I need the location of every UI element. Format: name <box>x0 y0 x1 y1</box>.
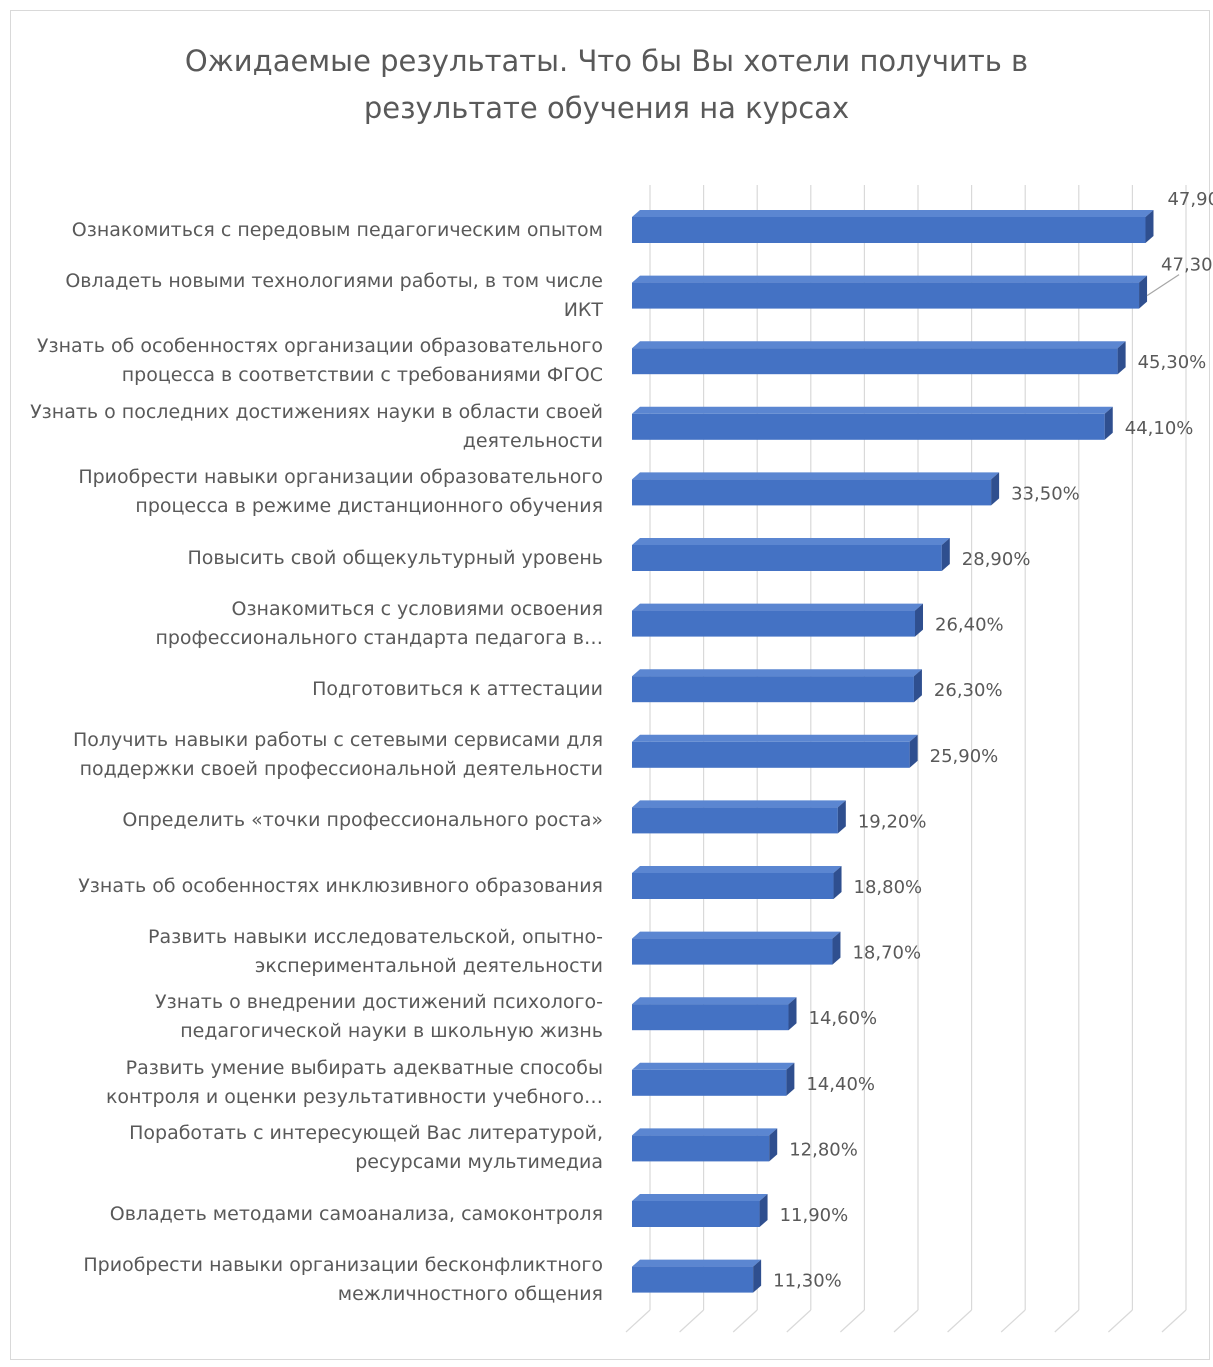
category-label: Узнать о внедрении достижений психолого-… <box>3 983 603 1051</box>
category-label-line: поддержки своей профессиональной деятель… <box>79 757 603 780</box>
bar <box>632 406 1113 440</box>
category-label-line: Приобрести навыки организации образовате… <box>78 466 603 489</box>
data-label: 33,50% <box>1011 483 1080 504</box>
leader-line <box>1146 274 1180 297</box>
category-label-line: процесса в соответствии с требованиями Ф… <box>121 364 603 387</box>
bar <box>632 210 1154 243</box>
category-label: Получить навыки работы с сетевыми сервис… <box>3 721 603 789</box>
category-label-line: Поработать с интересующей Вас литературо… <box>129 1122 603 1145</box>
gridline-floor <box>786 1309 812 1333</box>
category-label-line: Приобрести навыки организации бесконфлик… <box>83 1253 603 1276</box>
category-label: Определить «точки профессионального рост… <box>3 786 603 854</box>
bar <box>632 275 1148 309</box>
category-label-line: педагогической науки в школьную жизнь <box>180 1020 603 1043</box>
category-label-line: Овладеть методами самоанализа, самоконтр… <box>109 1202 603 1225</box>
category-label-line: контроля и оценки результативности учебн… <box>105 1085 603 1108</box>
bar <box>632 866 842 899</box>
gridline-floor <box>679 1309 705 1333</box>
category-label-line: Получить навыки работы с сетевыми сервис… <box>72 728 603 751</box>
data-label: 18,70% <box>852 943 921 964</box>
data-label: 12,80% <box>789 1139 858 1160</box>
data-label: 28,90% <box>962 549 1031 570</box>
gridline-floor <box>1107 1309 1133 1333</box>
bar <box>632 538 950 571</box>
category-label-line: Овладеть новыми технологиями работы, в т… <box>65 269 603 292</box>
data-label: 47,30% <box>1161 255 1213 276</box>
data-label: 11,30% <box>773 1271 842 1292</box>
gridline-floor <box>732 1309 758 1333</box>
category-label-line: Узнать о внедрении достижений психолого- <box>155 991 603 1014</box>
category-label: Овладеть новыми технологиями работы, в т… <box>3 262 603 330</box>
data-label: 25,90% <box>930 746 999 767</box>
category-label: Узнать об особенностях организации образ… <box>3 327 603 395</box>
bar <box>632 1259 762 1293</box>
category-label: Развить умение выбирать адекватные спосо… <box>3 1049 603 1117</box>
data-label: 18,80% <box>854 877 923 898</box>
data-label: 47,90% <box>1167 189 1213 210</box>
bar <box>632 734 918 768</box>
data-label: 14,60% <box>809 1008 878 1029</box>
gridline-floor <box>839 1309 865 1333</box>
category-label-line: профессионального стандарта педагога в… <box>155 626 603 649</box>
gridline-floor <box>625 1309 651 1333</box>
category-label-line: Развить умение выбирать адекватные спосо… <box>125 1056 603 1079</box>
gridline-floor <box>1054 1309 1080 1333</box>
chart-title: Ожидаемые результаты. Что бы Вы хотели п… <box>0 38 1213 132</box>
category-label-line: ИКТ <box>563 298 603 321</box>
bar <box>632 1194 768 1227</box>
category-label-line: ресурсами мультимедиа <box>355 1151 603 1174</box>
category-label-line: Определить «точки профессионального рост… <box>122 808 603 831</box>
category-label-line: процесса в режиме дистанционного обучени… <box>135 495 603 518</box>
chart-title-line-1: Ожидаемые результаты. Что бы Вы хотели п… <box>184 44 1029 78</box>
bar <box>632 669 922 703</box>
category-label: Повысить свой общекультурный уровень <box>3 524 603 592</box>
bar <box>632 800 846 834</box>
category-label: Ознакомиться с условиями освоения професс… <box>3 590 603 658</box>
bar <box>632 341 1126 375</box>
category-label-line: Узнать об особенностях организации образ… <box>36 335 603 358</box>
chart-title-line-2: результате обучения на курсах <box>363 91 850 125</box>
category-label-line: экспериментальной деятельности <box>254 954 603 977</box>
bar <box>632 997 797 1031</box>
category-label: Ознакомиться с передовым педагогическим … <box>3 196 603 264</box>
category-label: Приобрести навыки организации бесконфлик… <box>3 1246 603 1314</box>
category-label-line: Ознакомиться с передовым педагогическим … <box>71 218 603 241</box>
data-label: 26,30% <box>934 680 1003 701</box>
bar <box>632 472 1000 506</box>
category-label: Узнать об особенностях инклюзивного обра… <box>3 852 603 920</box>
gridline-floor <box>947 1309 973 1333</box>
data-label: 19,20% <box>858 811 927 832</box>
category-label: Узнать о последних достижениях науки в о… <box>3 393 603 461</box>
data-label: 26,40% <box>935 615 1004 636</box>
category-label-line: Ознакомиться с условиями освоения <box>231 597 603 620</box>
gridline-floor <box>1161 1309 1187 1333</box>
data-label: 44,10% <box>1125 418 1194 439</box>
category-label-line: Повысить свой общекультурный уровень <box>187 546 603 569</box>
category-label-line: деятельности <box>462 429 603 452</box>
category-label: Приобрести навыки организации образовате… <box>3 458 603 526</box>
category-label: Подготовиться к аттестации <box>3 655 603 723</box>
category-label-line: Узнать о последних достижениях науки в о… <box>30 400 603 423</box>
data-label: 14,40% <box>806 1074 875 1095</box>
category-label: Развить навыки исследовательской, опытно… <box>3 918 603 986</box>
category-label: Овладеть методами самоанализа, самоконтр… <box>3 1180 603 1248</box>
category-label-line: межличностного общения <box>337 1282 603 1305</box>
category-label: Поработать с интересующей Вас литературо… <box>3 1114 603 1182</box>
category-label-line: Узнать об особенностях инклюзивного обра… <box>78 874 603 897</box>
bar <box>632 603 924 637</box>
bar <box>632 1062 795 1096</box>
data-label: 45,30% <box>1138 352 1207 373</box>
data-label: 11,90% <box>780 1205 849 1226</box>
bar <box>632 931 841 965</box>
gridline-floor <box>1000 1309 1026 1333</box>
bar <box>632 1128 778 1162</box>
category-label-line: Развить навыки исследовательской, опытно… <box>148 925 603 948</box>
gridline-floor <box>893 1309 919 1333</box>
category-label-line: Подготовиться к аттестации <box>312 677 603 700</box>
